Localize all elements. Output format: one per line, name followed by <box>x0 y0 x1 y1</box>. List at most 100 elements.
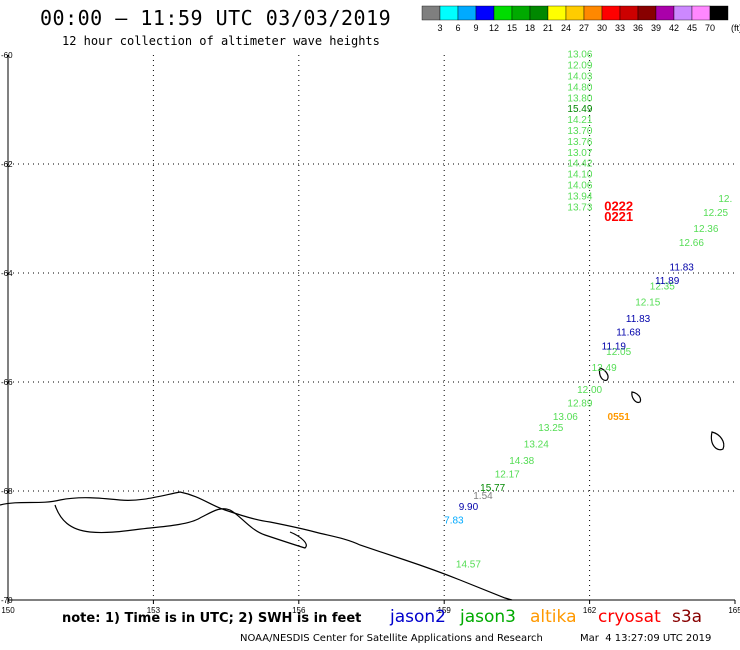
data-label-jason2: 11.83 <box>626 314 651 325</box>
data-label-jason2: 9.90 <box>459 502 479 513</box>
coastline-shelf <box>54 504 307 549</box>
data-label-jason3: 13.06 <box>553 412 578 423</box>
data-label-jason3: 14.42 <box>567 159 592 170</box>
colorbar-swatch <box>637 5 657 21</box>
colorbar-swatch <box>583 5 603 21</box>
data-label-jason3: 12.15 <box>635 298 660 309</box>
island-outline <box>598 367 609 381</box>
data-label-jason3: 12.17 <box>495 469 520 480</box>
legend-jason2: jason2 <box>390 607 446 627</box>
chart-subtitle: 12 hour collection of altimeter wave hei… <box>62 34 380 48</box>
colorbar-swatch <box>493 5 513 21</box>
colorbar-swatch <box>691 5 711 21</box>
data-label-jason2: 7.83 <box>444 516 464 527</box>
data-label-jason3: 14.38 <box>509 456 534 467</box>
data-label-jason3: 13.07 <box>567 148 592 159</box>
colorbar-label: 45 <box>687 23 697 33</box>
data-label-jason3: 14.21 <box>567 115 592 126</box>
colorbar-label: 36 <box>633 23 643 33</box>
colorbar-swatch <box>619 5 639 21</box>
data-label-jason3: 14.57 <box>456 559 481 570</box>
data-label-cryosat: 0221 <box>604 209 633 224</box>
data-label-jason3: 12. <box>718 194 732 205</box>
colorbar-swatch <box>547 5 567 21</box>
data-label-jason3: 13.25 <box>538 423 563 434</box>
data-label-jason3: 13.73 <box>567 202 592 213</box>
colorbar-label: 39 <box>651 23 661 33</box>
data-label-jason3: 12.09 <box>567 61 592 72</box>
colorbar-swatch <box>457 5 477 21</box>
footer-timestamp: Mar 4 13:27:09 UTC 2019 <box>580 633 712 644</box>
data-label-jason3: 15.77 <box>480 483 505 494</box>
colorbar-label: 70 <box>705 23 715 33</box>
coastline-main <box>0 491 513 601</box>
colorbar-swatch <box>439 5 459 21</box>
data-label-jason3: 12.35 <box>650 281 675 292</box>
colorbar-swatch <box>421 5 441 21</box>
colorbar-unit: (ft) <box>731 23 740 33</box>
legend-cryosat: cryosat <box>598 607 661 627</box>
colorbar-label: 27 <box>579 23 589 33</box>
colorbar-label: 33 <box>615 23 625 33</box>
data-label-jason3: 14.03 <box>567 72 592 83</box>
data-label-jason3: 14.06 <box>567 181 592 192</box>
data-label-jason3: 13.06 <box>567 50 592 61</box>
colorbar-swatch <box>529 5 549 21</box>
colorbar-label: 24 <box>561 23 571 33</box>
x-tick-label: 156 <box>292 606 306 615</box>
colorbar-label: 9 <box>473 23 478 33</box>
colorbar-label: 15 <box>507 23 517 33</box>
data-label-jason3: 14.80 <box>567 82 592 93</box>
coastline <box>0 367 725 601</box>
colorbar-label: 18 <box>525 23 535 33</box>
island-outline <box>710 431 725 451</box>
axes: 150 153 156 159 162 165 -60 -62 -64 -66 -68 -70 <box>1 51 740 615</box>
y-tick-label: -64 <box>1 269 13 278</box>
x-tick-label: 150 <box>1 606 15 615</box>
legend-s3a: s3a <box>672 607 703 627</box>
footer-credit: NOAA/NESDIS Center for Satellite Applica… <box>240 633 543 644</box>
data-label-jason3: 13.76 <box>567 137 592 148</box>
colorbar-label: 21 <box>543 23 553 33</box>
colorbar-label: 6 <box>455 23 460 33</box>
footer-note: note: 1) Time is in UTC; 2) SWH is in fe… <box>62 611 362 626</box>
data-label-jason3: 12.66 <box>679 238 704 249</box>
colorbar-swatch <box>475 5 495 21</box>
data-label-jason3: 13.80 <box>567 93 592 104</box>
data-label-jason3: 12.25 <box>703 208 728 219</box>
data-label-jason2: 11.83 <box>670 262 695 273</box>
data-label-jason2: 1.54 <box>473 491 493 502</box>
data-label-jason2: 11.19 <box>602 341 627 352</box>
data-label-jason3: 12.36 <box>693 224 718 235</box>
colorbar-swatch <box>565 5 585 21</box>
y-tick-label: -68 <box>1 487 13 496</box>
page-title: 00:00 — 11:59 UTC 03/03/2019 <box>40 6 392 30</box>
y-tick-label: -66 <box>1 378 13 387</box>
data-label-jason3: 12.49 <box>592 363 617 374</box>
colorbar-swatch <box>673 5 693 21</box>
data-label-jason3: 13.70 <box>567 126 592 137</box>
data-labels: 13.0612.0914.0314.8013.8015.4914.2113.70… <box>444 50 732 571</box>
legend-altika: altika <box>530 607 577 627</box>
data-label-jason3: 14.10 <box>567 170 592 181</box>
colorbar-swatch <box>709 5 729 21</box>
y-tick-label: -70 <box>1 596 13 605</box>
colorbar-label: 30 <box>597 23 607 33</box>
colorbar-label: 12 <box>489 23 499 33</box>
colorbar-label: 42 <box>669 23 679 33</box>
colorbar-label: 3 <box>437 23 442 33</box>
y-tick-label: -62 <box>1 160 13 169</box>
data-label-jason3: 13.94 <box>567 191 592 202</box>
data-label-jason2: 11.68 <box>616 328 641 339</box>
data-label-jason3: 12.89 <box>567 399 592 410</box>
x-tick-label: 162 <box>583 606 597 615</box>
data-label-altika: 0551 <box>608 412 631 423</box>
data-label-cryosat: 0222 <box>604 198 633 213</box>
x-tick-label: 165 <box>728 606 740 615</box>
y-tick-label: -60 <box>1 51 13 60</box>
x-tick-label: 153 <box>147 606 161 615</box>
grid <box>8 55 735 600</box>
